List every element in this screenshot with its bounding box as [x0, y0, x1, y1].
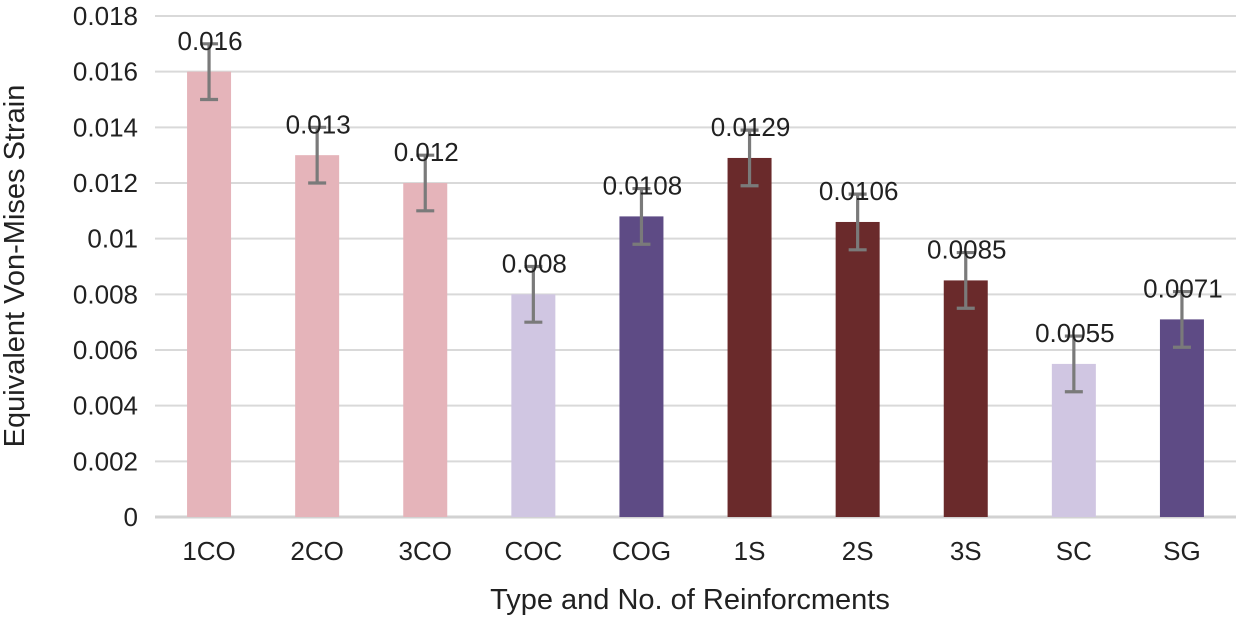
error-bar-SC — [1064, 334, 1083, 394]
bar-2CO — [295, 155, 340, 517]
error-bar-3S — [956, 250, 975, 310]
x-tick-label-3S: 3S — [950, 536, 982, 566]
y-tick-label-0: 0 — [124, 502, 138, 532]
x-tick-label-3CO: 3CO — [399, 536, 452, 566]
value-label-1CO: 0.016 — [178, 26, 243, 56]
value-label-2CO: 0.013 — [286, 109, 351, 139]
value-label-COG: 0.0108 — [603, 171, 683, 201]
error-bar-2S — [848, 192, 867, 252]
value-label-2S: 0.0106 — [819, 176, 899, 206]
y-tick-label-0.016: 0.016 — [73, 57, 138, 87]
x-tick-label-2CO: 2CO — [290, 536, 343, 566]
value-label-3CO: 0.012 — [394, 137, 459, 167]
x-tick-label-COG: COG — [612, 536, 671, 566]
y-tick-label-0.012: 0.012 — [73, 168, 138, 198]
x-tick-label-2S: 2S — [842, 536, 874, 566]
error-bar-3CO — [416, 153, 435, 213]
y-tick-label-0.006: 0.006 — [73, 335, 138, 365]
bar-3S — [943, 280, 988, 517]
y-tick-label-0.014: 0.014 — [73, 112, 138, 142]
error-bar-2CO — [308, 125, 327, 185]
value-label-SG: 0.0071 — [1143, 274, 1223, 304]
value-label-3S: 0.0085 — [927, 235, 1007, 265]
y-tick-label-0.008: 0.008 — [73, 279, 138, 309]
error-bar-SG — [1172, 289, 1191, 349]
bars-layer — [187, 71, 1204, 518]
y-tick-label-0.002: 0.002 — [73, 446, 138, 476]
bar-1CO — [187, 71, 232, 518]
bar-1S — [727, 157, 772, 517]
x-tick-label-1CO: 1CO — [182, 536, 235, 566]
x-tick-label-1S: 1S — [734, 536, 766, 566]
value-label-1S: 0.0129 — [711, 112, 791, 142]
bar-COC — [511, 294, 556, 517]
error-bars-layer — [200, 42, 1191, 394]
y-tick-label-0.004: 0.004 — [73, 391, 138, 421]
bar-2S — [835, 221, 880, 517]
value-label-COC: 0.008 — [502, 249, 567, 279]
bar-SG — [1159, 319, 1204, 517]
y-tick-label-0.01: 0.01 — [87, 224, 138, 254]
x-tick-label-SG: SG — [1163, 536, 1201, 566]
error-bar-COC — [524, 264, 543, 324]
x-tick-label-SC: SC — [1056, 536, 1092, 566]
value-labels-layer: 0.016 0.013 0.012 0.008 0.0108 0.0129 0.0106 0.… — [178, 26, 1223, 348]
y-tick-label-0.018: 0.018 — [73, 1, 138, 31]
bar-3CO — [403, 183, 448, 517]
x-axis-ticks: 1CO 2CO 3CO COC COG 1S 2S 3S SC SG — [182, 536, 1200, 566]
bar-COG — [619, 216, 664, 517]
x-tick-label-COC: COC — [504, 536, 562, 566]
x-axis-title: Type and No. of Reinforcments — [490, 584, 890, 616]
y-axis-title: Equivalent Von-Mises Strain — [0, 85, 31, 448]
error-bar-1CO — [200, 42, 219, 102]
error-bar-COG — [632, 186, 651, 246]
value-label-SC: 0.0055 — [1035, 318, 1115, 348]
error-bar-1S — [740, 128, 759, 188]
y-axis-ticks: 0 0.002 0.004 0.006 0.008 0.01 0.012 0.014 0.016… — [73, 1, 138, 532]
